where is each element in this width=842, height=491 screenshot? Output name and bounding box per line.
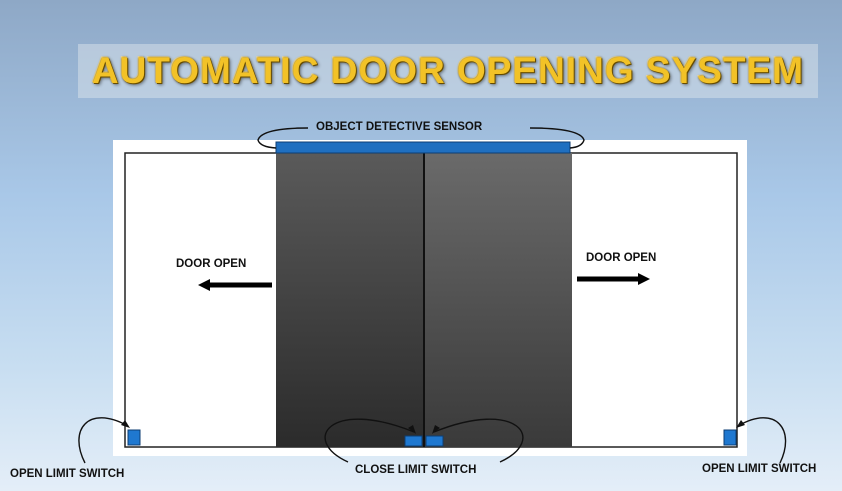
right-arrow-icon: [577, 273, 650, 285]
object-detective-sensor: [275, 141, 571, 154]
door-open-left-label: DOOR OPEN: [176, 258, 247, 270]
leader-arrowheads: [121, 420, 745, 434]
open-limit-switch-right: [723, 429, 737, 446]
open-limit-switch-left-label: OPEN LIMIT SWITCH: [10, 468, 125, 480]
left-door-panel: [276, 153, 424, 447]
close-limit-switch-label: CLOSE LIMIT SWITCH: [355, 464, 477, 476]
leader-lines: [78, 417, 787, 464]
close-limit-switch-left: [404, 435, 423, 447]
door-open-right-label: DOOR OPEN: [586, 252, 657, 264]
left-arrow-icon: [198, 279, 272, 291]
right-door-panel: [424, 153, 572, 447]
sensor-bracket-right: [529, 127, 585, 149]
open-limit-switch-left: [127, 429, 141, 446]
sensor-bracket-left: [257, 127, 309, 149]
open-limit-switch-right-label: OPEN LIMIT SWITCH: [702, 463, 817, 475]
title-banner: [78, 44, 818, 98]
sensor-label: OBJECT DETECTIVE SENSOR: [316, 121, 483, 133]
close-limit-switch-right: [425, 435, 444, 447]
diagram-title: AUTOMATIC DOOR OPENING SYSTEM: [91, 50, 805, 91]
